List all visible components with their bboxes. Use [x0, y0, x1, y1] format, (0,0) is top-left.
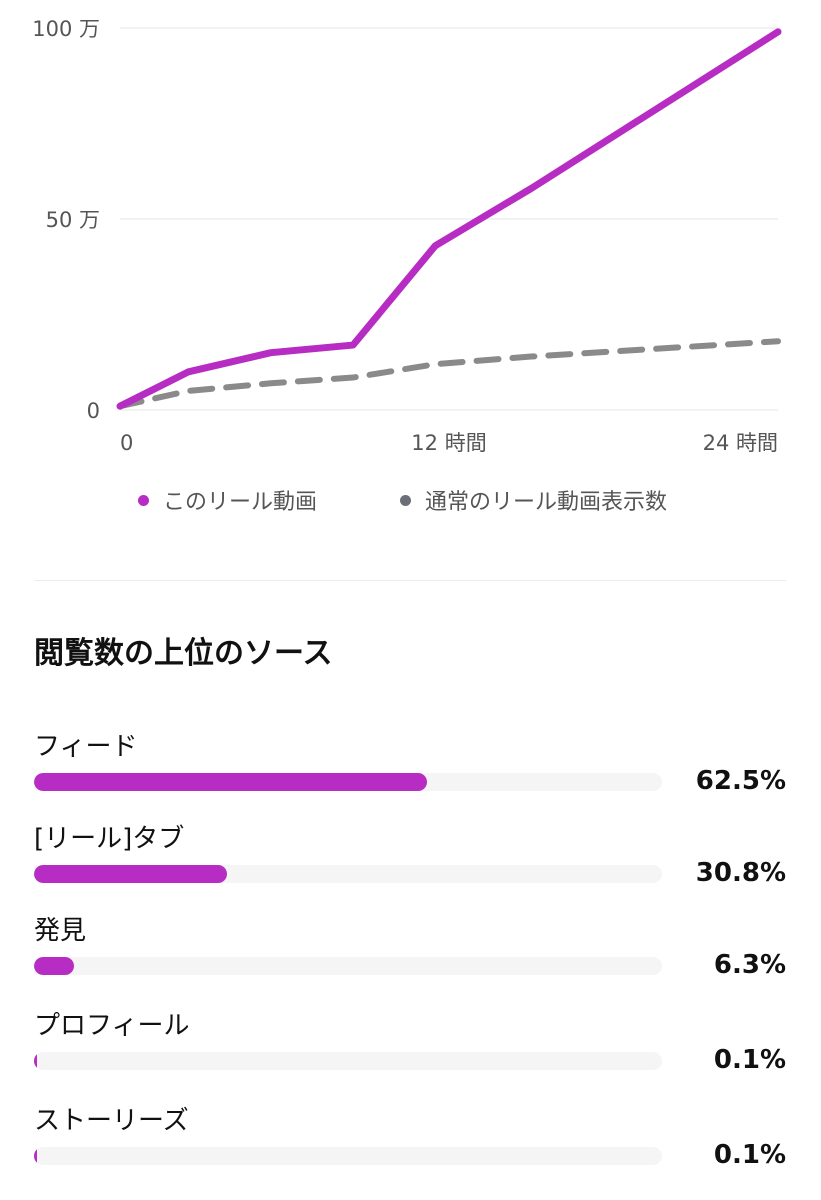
- source-progress-fill: [34, 1147, 37, 1165]
- source-row-profile: プロフィール 0.1%: [34, 1005, 786, 1085]
- line-chart-svg: 100 万 50 万 00 12 時間 24 時間: [32, 17, 782, 455]
- source-progress-fill: [34, 865, 228, 883]
- source-progress-bar: [34, 773, 662, 791]
- source-row-explore: 発見 6.3%: [34, 910, 786, 990]
- source-progress-fill: [34, 957, 74, 975]
- source-label: プロフィール: [34, 1011, 190, 1041]
- legend-item-this-reel: このリール動画: [138, 482, 317, 518]
- source-progress-fill: [34, 1052, 37, 1070]
- legend-item-typical-reel: 通常のリール動画表示数: [400, 482, 667, 518]
- source-label: フィード: [34, 732, 138, 762]
- source-row-feed: フィード 62.5%: [34, 726, 786, 806]
- legend-label: 通常のリール動画表示数: [425, 490, 668, 515]
- source-percent: 6.3%: [713, 950, 786, 980]
- source-percent: 0.1%: [713, 1045, 786, 1075]
- source-progress-bar: [34, 957, 662, 975]
- legend-label: このリール動画: [163, 490, 318, 515]
- source-label: 発見: [34, 916, 87, 946]
- source-percent: 0.1%: [713, 1140, 786, 1170]
- series-line-this-reel: [116, 28, 782, 410]
- source-row-reels-tab: [リール]タブ 30.8%: [34, 818, 786, 898]
- legend-dot-icon: [400, 494, 411, 506]
- views-over-time-chart: 100 万 50 万 0 0 12 時間 24 時間 このリール動画 通常のリール動画表示…: [0, 0, 821, 540]
- x-tick-label: 24 時間: [703, 431, 778, 455]
- source-percent: 62.5%: [695, 766, 786, 796]
- source-progress-fill: [34, 773, 427, 791]
- source-progress-bar: [34, 1147, 662, 1165]
- page-section-title: 閲覧数の上位のソース: [34, 636, 333, 671]
- series-line-typical-reel: [117, 338, 781, 410]
- source-progress-bar: [34, 865, 662, 883]
- y-tick-label: 100 万: [32, 17, 100, 41]
- source-label: ストーリーズ: [34, 1106, 189, 1136]
- source-progress-bar: [34, 1052, 662, 1070]
- source-percent: 30.8%: [695, 858, 786, 888]
- y-tick-label: 50 万: [46, 208, 100, 232]
- x-tick-label: 12 時間: [411, 431, 486, 455]
- source-row-stories: ストーリーズ 0.1%: [34, 1100, 786, 1180]
- legend-dot-icon: [138, 494, 149, 506]
- source-label: [リール]タブ: [34, 824, 185, 854]
- x-tick-label: 0: [120, 431, 133, 455]
- section-divider: [34, 580, 786, 581]
- y-tick-label: 0: [87, 399, 100, 423]
